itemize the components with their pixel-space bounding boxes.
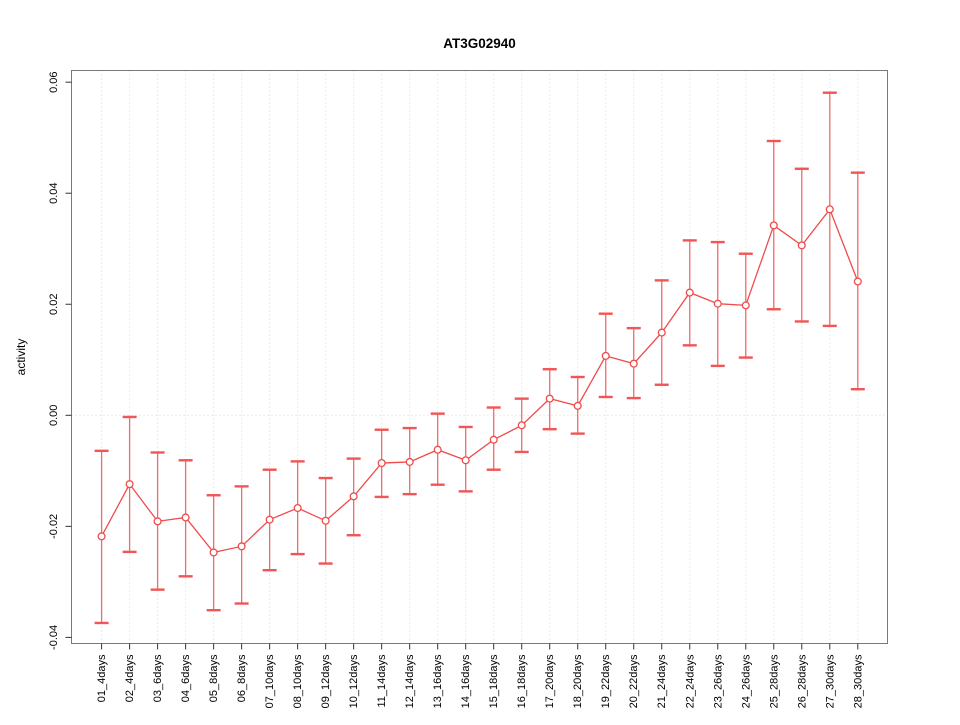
x-tick-label: 07_10days [264, 654, 276, 708]
x-tick-label: 19_22days [600, 654, 612, 708]
y-axis: -0.04 -0.02 0.00 0.02 0.04 0.06 [48, 71, 72, 650]
x-tick-label: 18_20days [572, 654, 584, 708]
x-tick-label: 23_26days [712, 654, 724, 708]
plot-frame [71, 70, 888, 644]
data-point [601, 351, 610, 360]
data-point [545, 394, 554, 403]
data-point [517, 421, 526, 430]
x-tick-label: 04_6days [180, 654, 192, 702]
x-tick-label: 26_28days [796, 654, 808, 708]
data-point [825, 205, 834, 214]
y-tick-label: -0.02 [48, 514, 60, 539]
data-point [629, 359, 638, 368]
y-tick-label: 0.06 [48, 71, 60, 92]
x-tick-label: 24_26days [740, 654, 752, 708]
data-point [685, 288, 694, 297]
data-point [741, 301, 750, 310]
y-tick-label: 0.00 [48, 405, 60, 426]
data-point [461, 456, 470, 465]
x-tick-label: 06_8days [236, 654, 248, 702]
data-point [265, 515, 274, 524]
x-tick-label: 10_12days [348, 654, 360, 708]
data-point [377, 458, 386, 468]
x-tick-label: 11_14days [376, 654, 388, 708]
x-axis: 01_4days 02_4days 03_6days 04_6days 05_8days… [96, 643, 864, 708]
data-point-layer [97, 205, 862, 557]
x-tick-label: 03_6days [152, 654, 164, 702]
data-point [293, 503, 302, 513]
x-tick-label: 01_4days [96, 654, 108, 702]
data-point [153, 517, 162, 526]
x-tick-label: 05_8days [208, 654, 220, 702]
x-tick-label: 22_24days [684, 654, 696, 708]
data-point [237, 542, 246, 551]
x-tick-label: 16_18days [516, 654, 528, 708]
x-tick-label: 08_10days [292, 654, 304, 708]
y-tick-label: 0.04 [48, 182, 60, 203]
data-point [349, 492, 358, 501]
y-axis-title: activity [14, 339, 28, 376]
data-point [125, 480, 134, 489]
x-tick-label: 13_16days [432, 654, 444, 708]
data-point [433, 445, 442, 454]
x-tick-label: 17_20days [544, 654, 556, 708]
data-point [769, 221, 778, 230]
x-tick-label: 20_22days [628, 654, 640, 708]
data-point [657, 328, 666, 337]
y-tick-label: 0.02 [48, 294, 60, 315]
data-point [405, 457, 414, 466]
data-point [181, 513, 190, 522]
y-tick-label: -0.04 [48, 625, 60, 650]
x-tick-label: 15_18days [488, 654, 500, 708]
data-point [321, 516, 330, 525]
x-tick-label: 14_16days [460, 654, 472, 708]
chart-title: AT3G02940 [443, 36, 516, 51]
errorbar-layer [94, 91, 865, 625]
data-point [797, 241, 806, 250]
data-point [853, 277, 862, 286]
x-tick-label: 28_30days [852, 654, 864, 708]
x-tick-label: 09_12days [320, 654, 332, 708]
data-point [489, 435, 498, 444]
series-line-layer [101, 208, 859, 554]
data-point [209, 548, 218, 557]
grid-layer [71, 70, 888, 644]
x-tick-label: 12_14days [404, 654, 416, 708]
x-tick-label: 02_4days [124, 654, 136, 702]
x-tick-label: 27_30days [824, 654, 836, 708]
data-point [573, 401, 582, 410]
data-point [97, 532, 106, 541]
x-tick-label: 25_28days [768, 654, 780, 708]
x-tick-label: 21_24days [656, 654, 668, 708]
series-line [101, 208, 859, 554]
data-point [713, 299, 722, 308]
